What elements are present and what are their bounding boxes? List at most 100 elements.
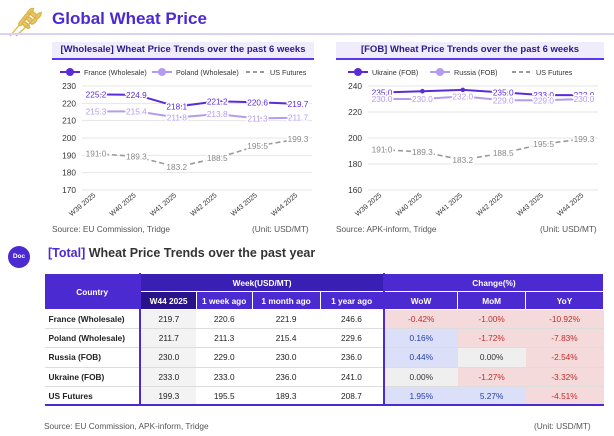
data-point — [420, 96, 425, 102]
table-cell-change: -1.00% — [457, 309, 526, 330]
table-unit: (Unit: USD/MT) — [534, 421, 591, 431]
data-point — [174, 115, 180, 120]
right-chart-legend: Ukraine (FOB) Russia (FOB) US Futures — [348, 67, 598, 79]
legend-label: France (Wholesale) — [84, 67, 147, 77]
table-source: Source: EU Commission, APK-inform, Tridg… — [44, 421, 209, 431]
y-tick-label: 170 — [62, 185, 76, 195]
data-label: 191.0 — [372, 145, 393, 155]
left-chart-source: Source: EU Commission, Tridge — [52, 224, 171, 234]
series-line-2 — [381, 138, 585, 161]
right-chart-source: Source: APK-inform, Tridge — [336, 224, 437, 234]
data-label: 188.5 — [207, 153, 228, 163]
left-chart-title-rule — [52, 58, 314, 60]
table-cell-change: -1.27% — [457, 367, 526, 387]
section-title: [Total] Wheat Price Trends over the past… — [48, 246, 315, 260]
table-row: Poland (Wholesale) 211.7 211.3 215.4 229.6 0.… — [44, 328, 604, 349]
col-header-wow: WoW — [382, 291, 459, 310]
legend-label: US Futures — [536, 67, 573, 77]
y-tick-label: 200 — [62, 133, 76, 143]
data-label: 232.0 — [452, 91, 473, 101]
legend-poland-marker-icon — [152, 67, 172, 77]
right-chart-title: [FOB] Wheat Price Trends over the past 6… — [336, 42, 604, 58]
table-cell-country: Poland (Wholesale) — [44, 328, 141, 349]
data-label: 189.3 — [412, 147, 433, 157]
legend-label: US Futures — [270, 67, 307, 77]
data-point — [500, 98, 506, 103]
table-cell-change: -0.42% — [382, 309, 458, 330]
table-cell-price: 215.4 — [252, 328, 320, 349]
legend-label: Poland (Wholesale) — [176, 67, 239, 77]
y-tick-label: 230 — [62, 81, 76, 91]
data-label: 188.5 — [493, 148, 514, 158]
y-tick-label: 180 — [62, 168, 76, 178]
table-cell-change: 0.16% — [382, 328, 458, 349]
data-point — [295, 115, 301, 121]
table-cell-change: -2.54% — [525, 347, 604, 368]
data-label: 225.2 — [86, 89, 107, 99]
table-cell-price: 236.0 — [320, 347, 384, 368]
data-label: 219.7 — [288, 99, 309, 109]
table-cell-change: 0.00% — [457, 347, 526, 368]
table-cell-price: 236.0 — [252, 367, 320, 387]
data-label: 195.5 — [533, 139, 554, 149]
table-cell-country: Ukraine (FOB) — [44, 367, 141, 387]
data-point — [500, 90, 506, 95]
legend-us-futures-line-icon — [246, 67, 266, 77]
col-header-country: Country — [44, 273, 141, 310]
group-header-week: Week(USD/MT) — [139, 273, 385, 292]
section-title-text: Wheat Price Trends over the past year — [85, 246, 316, 260]
table-row: Russia (FOB) 230.0 229.0 230.0 236.0 0.44% 0.0… — [44, 347, 604, 368]
data-point — [214, 111, 220, 117]
data-label: 224.9 — [126, 90, 147, 100]
table-row: Ukraine (FOB) 233.0 233.0 236.0 241.0 0.00% -1… — [44, 367, 604, 387]
col-header-mom: MoM — [457, 291, 527, 310]
doc-icon: Doc — [8, 246, 30, 268]
y-tick-label: 180 — [348, 159, 362, 169]
table-cell-price: 220.6 — [196, 309, 253, 330]
data-point — [214, 98, 220, 104]
x-tick-label: W41 2025 — [435, 192, 464, 218]
y-tick-label: 200 — [348, 133, 362, 143]
table-cell-change: 1.95% — [382, 386, 458, 407]
group-header-change: Change(%) — [382, 273, 604, 292]
data-label: 233.0 — [533, 90, 554, 100]
data-label: 220.6 — [247, 97, 268, 107]
wheat-logo-icon — [9, 7, 43, 37]
x-tick-label: W42 2025 — [190, 192, 219, 218]
y-tick-label: 240 — [348, 81, 362, 91]
table-cell-price: 229.6 — [320, 328, 384, 349]
data-label: 230.0 — [372, 94, 393, 104]
series-line-2 — [95, 138, 299, 168]
data-label: 218.1 — [166, 102, 187, 112]
table-cell-country: France (Wholesale) — [44, 309, 141, 330]
table-cell-change: 0.44% — [382, 347, 458, 368]
table-cell-price: 230.0 — [139, 347, 197, 368]
table-cell-price: 195.5 — [196, 386, 253, 407]
legend-france-marker-icon — [60, 67, 80, 77]
series-line-1 — [95, 110, 299, 120]
table-cell-price: 229.0 — [196, 347, 253, 368]
data-point — [174, 104, 180, 109]
data-point — [541, 98, 546, 103]
y-tick-label: 210 — [62, 116, 76, 126]
data-point — [134, 92, 139, 98]
table-cell-price: 211.7 — [139, 328, 197, 349]
legend-item-poland: Poland (Wholesale) — [152, 67, 239, 77]
data-point — [134, 109, 139, 114]
series-line-0 — [381, 88, 584, 97]
data-label: 195.5 — [247, 141, 268, 151]
left-chart-unit: (Unit: USD/MT) — [252, 224, 309, 234]
legend-ukraine-marker-icon — [348, 67, 368, 77]
table-cell-change: -7.83% — [525, 328, 604, 349]
table-cell-price: 208.7 — [320, 386, 384, 407]
table-cell-country: Russia (FOB) — [44, 347, 141, 368]
legend-item-france: France (Wholesale) — [60, 67, 147, 77]
legend-russia-marker-icon — [430, 67, 450, 77]
table-cell-price: 199.3 — [139, 386, 197, 407]
data-point — [581, 92, 587, 98]
y-tick-label: 190 — [62, 150, 76, 160]
data-label: 229.0 — [533, 95, 554, 105]
table-cell-price: 189.3 — [252, 386, 320, 407]
data-label: 230.0 — [574, 94, 595, 104]
data-label: 191.0 — [86, 149, 107, 159]
